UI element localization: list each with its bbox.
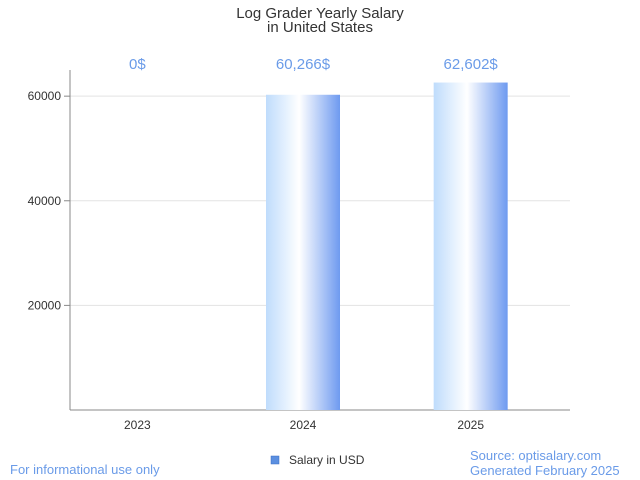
bar-2024 (266, 94, 340, 411)
bars (266, 82, 508, 411)
legend-swatch (270, 455, 280, 465)
bar-2025 (433, 82, 508, 410)
data-label-2023: 0$ (129, 56, 146, 73)
x-tick-label-2023: 2023 (124, 418, 151, 432)
data-label-2024: 60,266$ (276, 56, 331, 73)
footer-generated: Generated February 2025 (470, 463, 620, 478)
y-tick-label-40000: 40000 (28, 194, 62, 208)
footer-source: Source: optisalary.com (470, 448, 601, 463)
legend-label: Salary in USD (289, 453, 365, 467)
y-tick-label-60000: 60000 (28, 89, 62, 103)
x-tick-label-2024: 2024 (290, 418, 317, 432)
data-labels: 0$ 60,266$ 62,602$ (129, 56, 498, 73)
x-ticks: 2023 2024 2025 (124, 418, 484, 432)
chart-subtitle: in United States (267, 19, 373, 36)
footer-disclaimer: For informational use only (10, 462, 160, 477)
y-tick-label-20000: 20000 (28, 298, 62, 312)
x-tick-label-2025: 2025 (457, 418, 484, 432)
data-label-2025: 62,602$ (444, 56, 499, 73)
chart-title: Log Grader Yearly Salary (236, 5, 404, 22)
